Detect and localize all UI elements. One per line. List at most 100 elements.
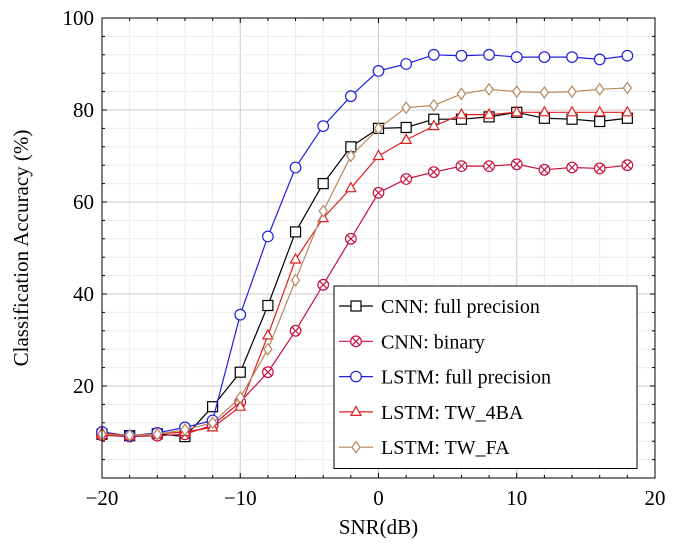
- data-point: [289, 252, 302, 264]
- x-tick-labels: −20 −10 0 10 20: [86, 486, 666, 510]
- data-point: [510, 105, 523, 117]
- legend-label: CNN: binary: [381, 331, 485, 353]
- data-point: [401, 101, 411, 115]
- data-point: [262, 230, 274, 243]
- data-point: [483, 48, 496, 61]
- y-tick-labels: 20 40 60 80 100: [63, 6, 95, 398]
- data-point: [235, 390, 245, 405]
- data-point: [566, 161, 578, 174]
- data-point: [234, 308, 247, 321]
- data-point: [317, 120, 330, 132]
- legend-item: CNN: full precision: [339, 296, 540, 318]
- data-point: [207, 416, 218, 430]
- data-point: [621, 159, 634, 172]
- data-point: [262, 299, 274, 312]
- legend-item: LSTM: TW_4BA: [339, 402, 524, 424]
- data-point: [483, 160, 496, 173]
- legend-label: LSTM: TW_4BA: [381, 402, 524, 424]
- legend-label: LSTM: TW_FA: [381, 437, 510, 459]
- data-point: [427, 166, 440, 179]
- legend-marker: [350, 335, 362, 348]
- data-point: [538, 51, 551, 63]
- data-point: [427, 119, 440, 131]
- x-tick-label: 20: [645, 486, 666, 510]
- series-line: [101, 111, 628, 437]
- legend-item: LSTM: full precision: [339, 367, 551, 389]
- data-point: [621, 49, 634, 62]
- plot-frame: [101, 17, 656, 479]
- data-point: [566, 51, 578, 63]
- data-point: [180, 423, 190, 437]
- x-tick-label: −20: [86, 486, 119, 510]
- data-point: [510, 51, 523, 63]
- series-4: [97, 81, 633, 442]
- data-point: [456, 87, 467, 101]
- y-tick-label: 80: [73, 98, 94, 122]
- data-point: [455, 107, 468, 119]
- data-point: [372, 186, 385, 199]
- data-point: [594, 115, 606, 128]
- legend-marker: [350, 300, 362, 312]
- data-point: [455, 49, 468, 62]
- data-point: [344, 232, 357, 245]
- data-point: [289, 324, 302, 337]
- data-point: [510, 158, 523, 171]
- data-point: [290, 273, 301, 287]
- legend-item: LSTM: TW_FA: [339, 437, 510, 459]
- y-tick-label: 40: [73, 282, 94, 306]
- data-point: [621, 105, 634, 117]
- data-point: [152, 427, 163, 441]
- legend-box: [333, 285, 638, 469]
- legend-marker: [351, 440, 361, 454]
- data-point: [346, 149, 356, 163]
- data-point: [318, 204, 328, 218]
- data-point: [429, 98, 439, 112]
- legend-label: CNN: full precision: [381, 296, 540, 318]
- data-point: [261, 328, 274, 340]
- y-tick-label: 100: [63, 6, 95, 30]
- data-point: [400, 173, 413, 185]
- data-point: [538, 105, 551, 117]
- data-point: [372, 64, 385, 77]
- legend-marker: [349, 405, 363, 416]
- legend-marker: [350, 370, 362, 383]
- data-point: [538, 163, 551, 176]
- legend: CNN: full precision CNN: binary LSTM: full…: [333, 285, 638, 469]
- data-point: [593, 162, 606, 175]
- data-point: [262, 366, 274, 379]
- data-point: [263, 342, 273, 356]
- data-point: [539, 85, 550, 100]
- data-point: [289, 161, 302, 174]
- x-axis-label: SNR(dB): [339, 515, 418, 539]
- legend-item: CNN: binary: [339, 331, 485, 353]
- data-point: [484, 82, 494, 96]
- data-point: [483, 107, 496, 119]
- y-tick-label: 20: [73, 374, 94, 398]
- legend-label: LSTM: full precision: [381, 367, 551, 389]
- x-tick-label: −10: [224, 486, 257, 510]
- data-point: [344, 90, 357, 103]
- y-axis-label: Classification Accuracy (%): [9, 130, 33, 367]
- data-point: [317, 178, 329, 190]
- data-point: [289, 226, 302, 238]
- data-point: [455, 160, 468, 173]
- data-point: [622, 81, 633, 95]
- data-point: [234, 366, 246, 378]
- data-point: [400, 58, 413, 70]
- data-point: [594, 82, 605, 96]
- data-point: [207, 401, 219, 413]
- data-point: [372, 149, 385, 161]
- data-point: [593, 105, 606, 117]
- data-point: [427, 48, 440, 61]
- data-point: [317, 278, 330, 291]
- data-point: [593, 53, 606, 66]
- y-tick-label: 60: [73, 190, 94, 214]
- data-point: [234, 399, 247, 411]
- data-point: [566, 105, 579, 117]
- data-point: [400, 133, 413, 144]
- data-point: [344, 181, 357, 193]
- x-tick-label: 10: [506, 486, 527, 510]
- data-point: [512, 85, 522, 99]
- data-point: [124, 428, 135, 442]
